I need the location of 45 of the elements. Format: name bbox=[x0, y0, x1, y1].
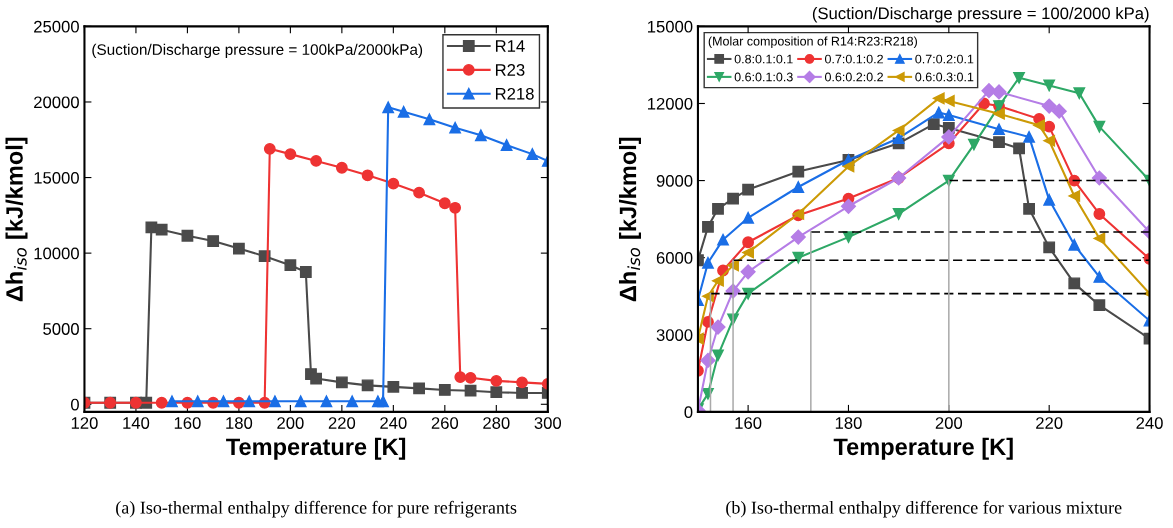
x-tick-label: 160 bbox=[174, 417, 201, 429]
legend-title: (Molar composition of R14:R23:R218) bbox=[708, 36, 917, 49]
legend-label: 0.7:0.2:0.1 bbox=[915, 54, 974, 64]
y-axis-title: Δh$_{iso}$ [kJ/kmol] bbox=[618, 137, 641, 302]
legend-label: 0.6:0.3:0.1 bbox=[915, 72, 974, 82]
legend-label: R14 bbox=[495, 40, 525, 52]
x-tick-label: 240 bbox=[380, 417, 407, 429]
x-tick-label: 160 bbox=[735, 417, 762, 429]
legend-label: 0.7:0.1:0.2 bbox=[824, 54, 883, 64]
legend-label: 0.8:0.1:0.1 bbox=[734, 54, 793, 64]
annotation: (Suction/Discharge pressure = 100kPa/2000kPa) bbox=[92, 43, 423, 58]
x-tick-label: 200 bbox=[277, 417, 304, 429]
y-tick-label: 0 bbox=[70, 398, 79, 411]
x-axis-title: Temperature [K] bbox=[226, 437, 406, 460]
legend-label: 0.6:0.1:0.3 bbox=[734, 72, 793, 82]
text: (b) Iso-thermal enthalpy difference for various mixture bbox=[726, 500, 1122, 518]
y-tick-label: 25000 bbox=[34, 20, 79, 33]
x-tick-label: 180 bbox=[226, 417, 253, 429]
y-tick-label: 3000 bbox=[656, 329, 693, 341]
x-tick-label: 140 bbox=[123, 417, 150, 429]
y-tick-label: 20000 bbox=[34, 96, 79, 109]
x-tick-label: 280 bbox=[483, 417, 510, 429]
x-tick-label: 120 bbox=[71, 417, 98, 429]
x-tick-label: 220 bbox=[328, 417, 356, 429]
y-tick-label: 15000 bbox=[34, 171, 79, 184]
x-tick-label: 180 bbox=[835, 417, 862, 429]
text: (a) Iso-thermal enthalpy difference for pure refrigerants bbox=[116, 500, 517, 518]
x-tick-label: 300 bbox=[534, 417, 562, 429]
text: (Suction/Discharge pressure = 100/2000 kPa) bbox=[812, 7, 1149, 23]
x-tick-label: 220 bbox=[1036, 417, 1063, 429]
y-tick-label: 6000 bbox=[656, 252, 693, 264]
x-tick-label: 240 bbox=[1136, 417, 1163, 429]
y-tick-label: 10000 bbox=[34, 247, 79, 260]
y-tick-label: 15000 bbox=[648, 20, 693, 33]
x-tick-label: 200 bbox=[935, 417, 963, 429]
legend-label: R23 bbox=[495, 64, 525, 76]
y-tick-label: 9000 bbox=[656, 174, 693, 187]
y-axis-title: Δh$_{iso}$ [kJ/kmol] bbox=[5, 137, 28, 302]
x-axis-title: Temperature [K] bbox=[833, 437, 1013, 460]
y-tick-label: 0 bbox=[684, 406, 693, 419]
y-tick-label: 5000 bbox=[43, 323, 79, 335]
legend-label: R218 bbox=[495, 87, 534, 100]
x-tick-label: 260 bbox=[431, 417, 459, 429]
y-tick-label: 12000 bbox=[648, 97, 693, 110]
legend-label: 0.6:0.2:0.2 bbox=[824, 72, 883, 82]
